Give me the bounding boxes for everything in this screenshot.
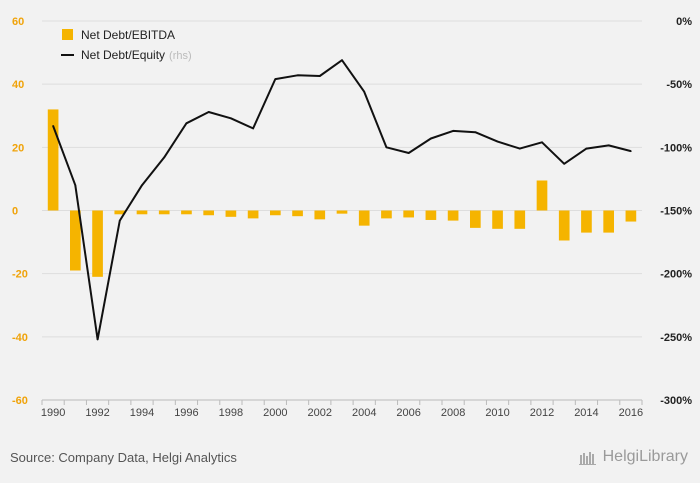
- left-tick-label: 20: [12, 142, 24, 154]
- bar-1994: [136, 210, 148, 215]
- x-tick-label: 2006: [396, 407, 420, 419]
- left-tick-label: 60: [12, 16, 24, 28]
- bar-1991: [70, 210, 81, 271]
- x-tick-label: 2014: [574, 407, 598, 419]
- bar-2009: [470, 210, 481, 228]
- x-tick-label: 1998: [219, 407, 243, 419]
- bar-1996: [181, 210, 192, 215]
- legend: Net Debt/EBITDA Net Debt/Equity (rhs): [61, 28, 192, 62]
- left-tick-label: -40: [12, 332, 28, 344]
- left-tick-label: -60: [12, 395, 28, 407]
- bar-2008: [447, 210, 459, 221]
- right-tick-label: -100%: [660, 142, 692, 154]
- x-tick-label: 2008: [441, 407, 465, 419]
- point-2000: [274, 78, 277, 80]
- brand-logo: HelgiLibrary: [578, 448, 688, 466]
- line-series: [52, 59, 632, 341]
- point-1995: [163, 156, 166, 159]
- point-1992: [96, 338, 99, 341]
- bar-2010: [492, 210, 503, 229]
- right-tick-label: -250%: [660, 332, 692, 344]
- x-tick-label: 1994: [130, 407, 154, 419]
- point-1990: [52, 125, 54, 127]
- right-axis-ticks: 0% -50% -100% -150% -200% -250% -300%: [660, 16, 692, 407]
- left-tick-label: 40: [12, 79, 24, 91]
- point-1991: [74, 184, 77, 187]
- right-tick-label: -200%: [660, 269, 692, 281]
- point-2009: [474, 131, 477, 133]
- point-2004: [363, 90, 366, 93]
- bar-1997: [203, 210, 214, 216]
- x-axis: 1990 1992 1994 1996 1998 2000 2002 2004 2006 2008…: [41, 399, 643, 419]
- bar-2007: [425, 210, 437, 220]
- bar-series: [47, 109, 637, 277]
- brand-name: HelgiLibrary: [602, 448, 688, 465]
- point-2007: [430, 137, 432, 140]
- bar-2002: [314, 210, 326, 220]
- right-tick-label: -150%: [660, 206, 692, 218]
- legend-label-line: Net Debt/Equity (rhs): [81, 48, 192, 62]
- point-2010: [496, 140, 499, 143]
- bar-2000: [270, 210, 281, 216]
- bar-1992: [92, 210, 103, 277]
- x-tick-label: 2004: [352, 407, 376, 419]
- left-tick-label: 0: [12, 206, 18, 218]
- bar-1993: [114, 210, 126, 215]
- right-tick-label: -300%: [660, 395, 692, 407]
- point-2016: [630, 150, 632, 152]
- point-2014: [585, 147, 588, 150]
- legend-label-line-name: Net Debt/Equity: [81, 48, 165, 62]
- x-tick-label: 1996: [174, 407, 198, 419]
- point-2013: [563, 162, 566, 165]
- bar-2004: [358, 210, 370, 226]
- bar-2013: [558, 210, 570, 241]
- library-icon: [578, 452, 596, 465]
- bar-2012: [536, 180, 548, 211]
- point-1996: [185, 122, 188, 125]
- bar-1999: [247, 210, 259, 219]
- point-2006: [407, 152, 410, 154]
- bar-2005: [381, 210, 392, 219]
- bar-1990: [47, 109, 59, 211]
- bar-2016: [625, 210, 637, 222]
- right-tick-label: 0%: [676, 16, 692, 28]
- point-2011: [518, 147, 521, 150]
- bar-1995: [158, 210, 170, 215]
- legend-label-rhs: (rhs): [169, 50, 192, 62]
- point-2001: [296, 74, 299, 77]
- bar-1998: [225, 210, 237, 217]
- bar-2006: [403, 210, 414, 218]
- point-1993: [118, 219, 121, 222]
- x-tick-label: 2012: [530, 407, 554, 419]
- x-tick-label: 2010: [485, 407, 509, 419]
- x-tick-label: 2002: [308, 407, 332, 419]
- point-2012: [541, 141, 543, 144]
- x-tick-label: 1992: [85, 407, 109, 419]
- point-1999: [252, 127, 254, 130]
- point-1994: [141, 184, 143, 187]
- point-2008: [452, 130, 454, 132]
- point-2002: [318, 75, 321, 77]
- point-1997: [207, 111, 210, 113]
- bar-2003: [336, 210, 348, 214]
- bar-2014: [581, 210, 592, 233]
- left-tick-label: -20: [12, 269, 28, 281]
- point-2015: [607, 144, 610, 147]
- x-tick-label: 2016: [619, 407, 643, 419]
- bar-2015: [603, 210, 614, 233]
- point-1998: [230, 117, 232, 120]
- legend-label-bar: Net Debt/EBITDA: [81, 28, 175, 42]
- x-tick-label: 1990: [41, 407, 65, 419]
- left-axis-ticks: 60 40 20 0 -20 -40 -60: [12, 16, 28, 407]
- legend-swatch-bar: [62, 29, 73, 40]
- x-tick-label: 2000: [263, 407, 287, 419]
- point-2005: [385, 146, 388, 149]
- right-tick-label: -50%: [666, 79, 692, 91]
- source-note: Source: Company Data, Helgi Analytics: [10, 450, 237, 465]
- chart: 60 40 20 0 -20 -40 -60 0% -50% -100% -150% -200% -2…: [12, 16, 692, 419]
- bar-2011: [514, 210, 526, 229]
- bar-2001: [292, 210, 303, 217]
- point-2003: [341, 59, 343, 61]
